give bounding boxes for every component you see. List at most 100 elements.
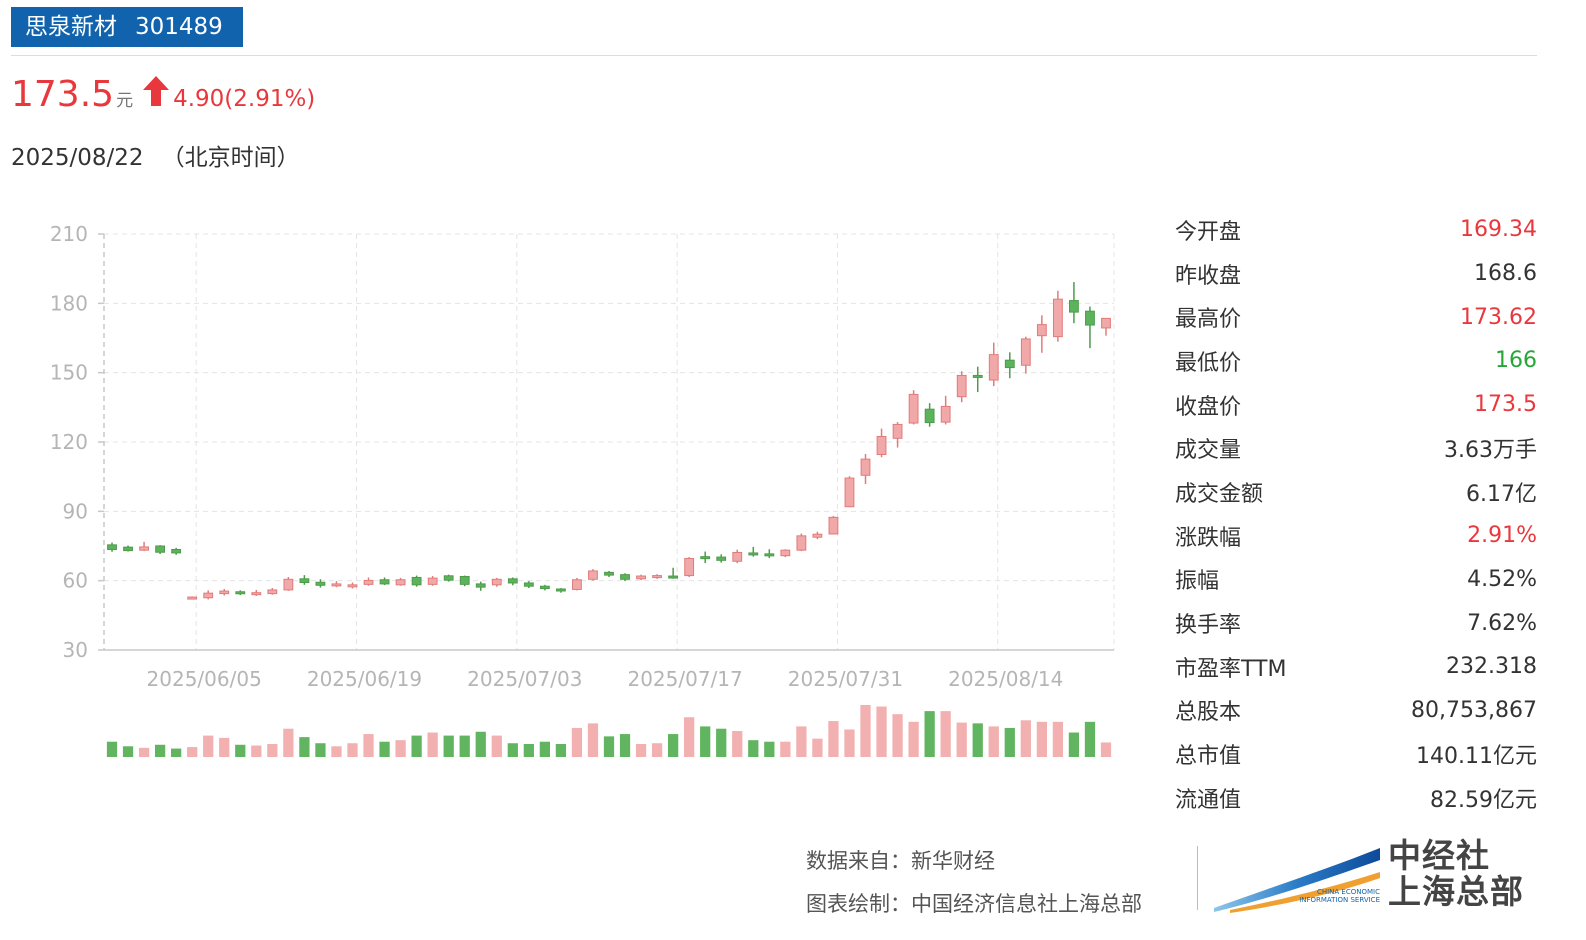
volume-bar [956, 722, 967, 757]
candle-body [828, 516, 839, 535]
volume-bar [748, 740, 759, 757]
stat-value: 80,753,867 [1411, 697, 1537, 723]
candlestick-chart: 210 180 150 120 90 60 30 2025/06/05 2025/06/19 20… [50, 222, 1115, 757]
stock-name: 思泉新材 [25, 14, 117, 40]
footer-divider [1197, 846, 1198, 910]
candles [107, 282, 1111, 600]
volume-bar [924, 711, 935, 757]
ceis-logo-icon [1214, 848, 1380, 913]
volume-bar [764, 741, 775, 757]
current-price: 173.5 [11, 74, 115, 115]
candle-body [652, 575, 663, 579]
stat-row: 收盘价 173.5 [1175, 383, 1537, 427]
x-tick-label: 2025/07/03 [467, 667, 582, 691]
stat-value: 173.5 [1474, 392, 1537, 418]
candle-body [796, 535, 807, 551]
candle-body [1020, 338, 1031, 366]
candle-body [155, 545, 166, 553]
volume-bar [860, 705, 871, 757]
y-tick-label: 210 [50, 222, 88, 246]
volume-bar [299, 737, 310, 757]
candle-body [860, 458, 871, 476]
volume-bar [523, 744, 534, 757]
quote-date-row: 2025/08/22 （北京时间） [11, 138, 300, 172]
chart-grid [104, 233, 1115, 651]
candle-body [427, 577, 438, 585]
candle-body [748, 552, 759, 556]
volume-bar [187, 747, 198, 757]
volume-bar [555, 744, 567, 757]
volume-bar [1004, 727, 1015, 757]
chart-credit: 图表绘制：中国经济信息社上海总部 [806, 892, 1142, 916]
stat-row: 涨跌幅 2.91% [1175, 514, 1537, 558]
volume-bar [796, 726, 807, 757]
stat-row: 振幅 4.52% [1175, 558, 1537, 602]
arrow-up-icon [143, 76, 170, 110]
candle-body [139, 546, 149, 551]
candle-body [732, 551, 743, 562]
candle-body [764, 553, 775, 557]
data-source: 数据来自：新华财经 [806, 849, 995, 873]
stat-label: 流通值 [1175, 787, 1242, 813]
y-tick-label: 150 [50, 361, 88, 385]
volume-bar [619, 734, 631, 757]
volume-bar [844, 729, 855, 757]
chart-axes: 210 180 150 120 90 60 30 2025/06/05 2025/06/19 20… [50, 222, 1114, 691]
candle-body [123, 546, 133, 552]
volume-bar [235, 744, 246, 757]
candle-body [459, 576, 470, 585]
volume-bar [363, 734, 374, 757]
candle-body [299, 578, 310, 584]
stat-value: 4.52% [1467, 566, 1537, 592]
stat-label: 总市值 [1175, 744, 1242, 770]
candle-body [347, 584, 358, 588]
stat-value: 169.34 [1460, 217, 1537, 243]
candle-body [988, 354, 999, 381]
y-tick-label: 60 [63, 569, 88, 593]
candle-body [876, 435, 887, 455]
x-tick-label: 2025/08/14 [948, 667, 1063, 691]
candle-body [1052, 298, 1063, 338]
stat-row: 最高价 173.62 [1175, 295, 1537, 339]
stat-row: 成交量 3.63万手 [1175, 426, 1537, 470]
volume-bar [507, 743, 518, 757]
candle-body [363, 579, 374, 585]
candle-body [940, 405, 951, 423]
volume-bar [106, 741, 118, 757]
volume-bar [331, 746, 342, 757]
candle-body [700, 556, 711, 560]
price-change: 4.90(2.91%) [173, 86, 316, 112]
volume-bar [171, 748, 182, 757]
volume-bar [700, 726, 711, 757]
volume-bar [138, 747, 150, 757]
stat-label: 成交金额 [1175, 481, 1264, 507]
stat-value: 168.6 [1474, 261, 1537, 287]
candle-body [1069, 300, 1079, 313]
volume-bar [828, 721, 839, 757]
candle-body [604, 571, 614, 576]
volume-bar [1052, 721, 1064, 757]
volume-bar [1068, 732, 1080, 757]
logo-en-line-2: INFORMATION SERVICE [1299, 896, 1380, 904]
volume-bar [651, 743, 663, 757]
logo-line-1: 中经社 [1388, 836, 1490, 875]
stat-row: 成交金额 6.17亿 [1175, 470, 1537, 514]
stat-value: 82.59亿元 [1430, 787, 1537, 813]
stock-code: 301489 [135, 14, 223, 40]
volume-bar [427, 732, 438, 757]
volume-bar [347, 743, 358, 757]
volume-bar [154, 744, 166, 757]
stat-label: 收盘价 [1175, 394, 1242, 420]
candle-body [684, 557, 695, 577]
candle-body [1085, 310, 1095, 326]
stat-label: 换手率 [1175, 613, 1242, 639]
volume-bar [219, 737, 230, 757]
stat-label: 昨收盘 [1175, 263, 1242, 289]
price-unit: 元 [116, 91, 134, 111]
volume-bar [459, 735, 470, 757]
volume-bar [972, 723, 983, 757]
candle-body [187, 596, 198, 600]
logo-text: 中经社 上海总部 [1388, 838, 1524, 910]
stat-row: 最低价 166 [1175, 339, 1537, 383]
candle-body [171, 548, 182, 554]
